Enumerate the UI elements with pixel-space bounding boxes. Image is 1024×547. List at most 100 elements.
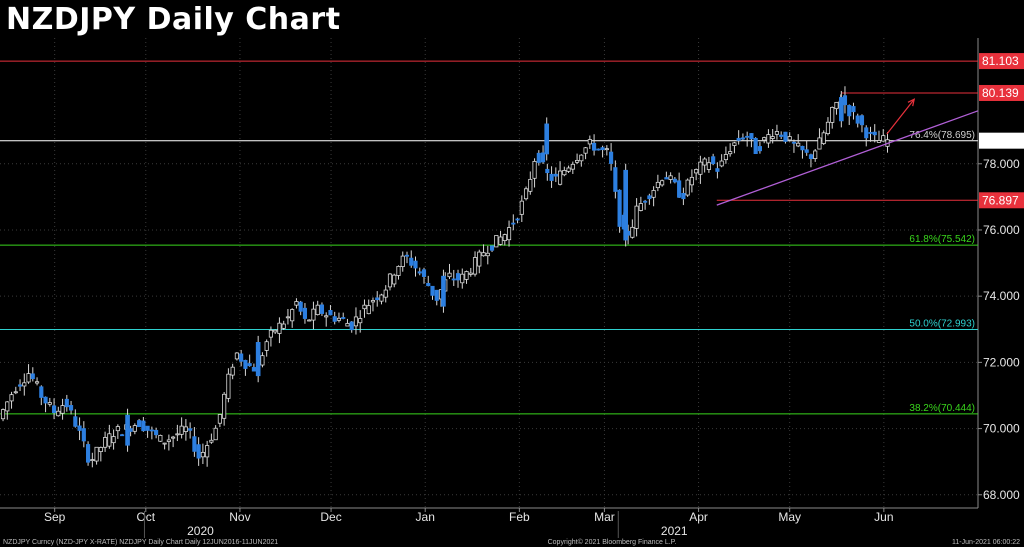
candle-up bbox=[94, 446, 99, 462]
candle-up bbox=[324, 315, 329, 318]
candle-down bbox=[847, 105, 852, 117]
support-76-badge bbox=[979, 192, 1024, 209]
candle-up bbox=[532, 160, 537, 179]
xtick-label: Dec bbox=[320, 510, 341, 524]
projection-arrow-head bbox=[907, 98, 916, 107]
candle-down bbox=[251, 367, 256, 372]
candle-up bbox=[634, 205, 639, 229]
candle-up bbox=[774, 131, 780, 135]
candle-up bbox=[179, 425, 184, 435]
candle-down bbox=[81, 428, 86, 442]
candle-up bbox=[171, 436, 176, 439]
candle-down bbox=[872, 131, 877, 136]
candle-up bbox=[217, 414, 222, 424]
candle-down bbox=[515, 218, 520, 221]
candle-down bbox=[125, 414, 130, 446]
candle-up bbox=[226, 373, 231, 399]
current-price-badge bbox=[979, 132, 1024, 149]
candle-down bbox=[120, 434, 125, 437]
candle-up bbox=[222, 393, 227, 419]
candle-up bbox=[477, 251, 482, 267]
candle-down bbox=[753, 138, 758, 155]
candle-down bbox=[30, 373, 35, 380]
xtick-label: Jan bbox=[416, 510, 435, 524]
candle-up bbox=[277, 322, 282, 334]
candle-up bbox=[587, 139, 592, 145]
candle-up bbox=[60, 405, 65, 414]
candle-down bbox=[672, 178, 677, 183]
candle-down bbox=[613, 167, 618, 192]
candle-down bbox=[864, 127, 869, 139]
candle-down bbox=[715, 168, 720, 172]
candle-up bbox=[234, 352, 239, 360]
x-axis: Sep Oct Nov Dec Jan Feb Mar Apr May Jun 2020 2021 bbox=[44, 508, 894, 538]
candle-up bbox=[107, 433, 112, 447]
candle-up bbox=[26, 373, 31, 383]
candle-up bbox=[285, 316, 291, 319]
candle-up bbox=[813, 150, 818, 159]
candle-down bbox=[681, 192, 686, 200]
candle-down bbox=[39, 386, 44, 398]
candle-down bbox=[545, 168, 550, 174]
candle-down bbox=[664, 177, 669, 180]
candle-down bbox=[779, 134, 784, 137]
candle-up bbox=[834, 101, 839, 110]
candle-up bbox=[370, 300, 376, 303]
candle-down bbox=[137, 420, 142, 428]
candles bbox=[0, 86, 890, 468]
candle-up bbox=[689, 176, 694, 186]
candle-down bbox=[549, 173, 554, 181]
xtick-label: Jun bbox=[874, 510, 893, 524]
candle-down bbox=[409, 257, 414, 266]
candle-up bbox=[579, 154, 584, 162]
candle-down bbox=[544, 123, 550, 155]
xtick-label: Sep bbox=[44, 510, 66, 524]
candle-up bbox=[655, 181, 660, 189]
candle-down bbox=[149, 429, 154, 432]
candle-up bbox=[230, 366, 235, 376]
candle-up bbox=[315, 304, 320, 316]
candle-up bbox=[519, 200, 524, 215]
current-price-badge-label: 78.698 bbox=[982, 134, 1019, 148]
resistance-81-badge bbox=[979, 53, 1024, 70]
candle-down bbox=[839, 97, 844, 122]
candle-up bbox=[13, 391, 18, 394]
candle-up bbox=[447, 272, 452, 278]
candle-down bbox=[677, 180, 682, 198]
candle-up bbox=[460, 273, 465, 284]
candle-up bbox=[494, 235, 499, 248]
year-label: 2021 bbox=[661, 524, 688, 538]
candle-down bbox=[73, 416, 78, 427]
candle-up bbox=[583, 147, 588, 154]
candle-down bbox=[192, 436, 197, 452]
candle-up bbox=[570, 163, 575, 170]
candle-down bbox=[404, 254, 410, 257]
candle-up bbox=[523, 188, 529, 200]
candle-down bbox=[319, 304, 325, 314]
candle-up bbox=[311, 308, 316, 321]
ytick-label: 72.000 bbox=[983, 355, 1020, 369]
candle-down bbox=[413, 260, 418, 269]
candle-down bbox=[255, 342, 261, 377]
candle-down bbox=[808, 154, 814, 159]
resistance-80-badge bbox=[979, 84, 1024, 101]
candle-up bbox=[604, 148, 609, 151]
candle-up bbox=[485, 252, 490, 257]
candle-up bbox=[183, 426, 188, 432]
candle-down bbox=[77, 425, 82, 431]
candle-up bbox=[5, 401, 10, 412]
candle-down bbox=[540, 152, 546, 163]
candle-up bbox=[464, 271, 469, 280]
candle-up bbox=[566, 167, 571, 172]
candle-down bbox=[243, 359, 248, 369]
candle-down bbox=[426, 282, 431, 287]
candle-down bbox=[341, 317, 346, 319]
candle-down bbox=[196, 444, 201, 459]
fib-38-label: 38.2%(70.444) bbox=[909, 403, 975, 414]
candle-up bbox=[56, 410, 61, 417]
candle-down bbox=[851, 106, 856, 113]
candle-up bbox=[47, 402, 52, 405]
candle-up bbox=[685, 179, 690, 196]
fib-61-label: 61.8%(75.542) bbox=[909, 234, 975, 245]
